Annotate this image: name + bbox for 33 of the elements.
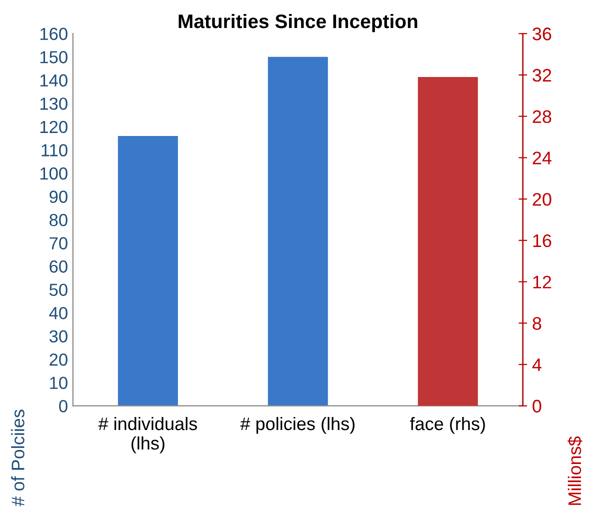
y-axis-title: # of Polciies bbox=[11, 410, 24, 506]
x-tick-label: # individuals (lhs) bbox=[98, 416, 197, 454]
y2-tick-label: 28 bbox=[532, 110, 552, 124]
y2-tick-label: 20 bbox=[532, 192, 552, 206]
y-tick-label: 50 bbox=[49, 284, 68, 296]
y-tick-label: 30 bbox=[49, 330, 68, 343]
y-tick-label: 100 bbox=[40, 167, 68, 180]
y2-tick-label: 32 bbox=[532, 68, 552, 82]
y-tick-label: 90 bbox=[50, 190, 68, 203]
y2-tick-label: 24 bbox=[532, 152, 552, 164]
y-tick-label: 120 bbox=[40, 120, 68, 134]
y-tick-label: 160 bbox=[40, 28, 68, 40]
y2-tick-label: 4 bbox=[532, 358, 542, 372]
x-tick-label: # policies (lhs) bbox=[240, 416, 354, 434]
y2-tick-label: 16 bbox=[533, 234, 552, 248]
y-tick-label: 10 bbox=[50, 376, 68, 390]
y-tick-label: 70 bbox=[50, 237, 68, 250]
y2-axis-title: Millions$ bbox=[568, 436, 582, 505]
y-tick-label: 80 bbox=[50, 214, 68, 226]
y-tick-label: 0 bbox=[59, 400, 68, 412]
y-tick-label: 140 bbox=[40, 74, 68, 87]
y-tick-label: 60 bbox=[50, 260, 68, 273]
y2-tick-label: 0 bbox=[532, 400, 542, 413]
y-tick-label: 130 bbox=[40, 98, 68, 110]
y-tick-label: 20 bbox=[50, 353, 68, 366]
y2-tick-label: 36 bbox=[532, 28, 552, 40]
chart-title: Maturities Since Inception bbox=[178, 14, 418, 32]
x-tick-label: face (rhs) bbox=[410, 416, 485, 434]
y2-tick-label: 8 bbox=[532, 317, 542, 330]
y-tick-label: 40 bbox=[49, 306, 68, 320]
y-tick-label: 110 bbox=[42, 144, 68, 156]
y2-tick-label: 12 bbox=[533, 276, 552, 288]
y-tick-label: 150 bbox=[40, 51, 68, 64]
